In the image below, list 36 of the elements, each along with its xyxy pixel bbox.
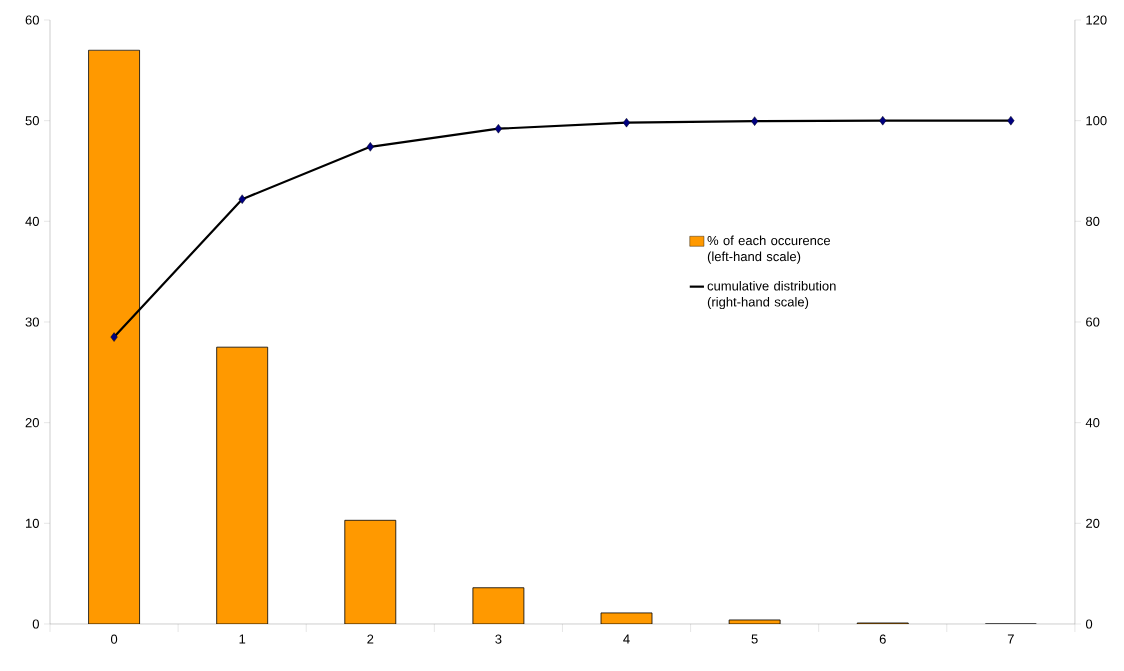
y2-tick-label: 20	[1086, 518, 1100, 528]
point	[1007, 115, 1015, 126]
point	[494, 124, 502, 134]
y-tick-label: 20	[25, 418, 39, 428]
y-tick-label: 50	[25, 116, 39, 126]
bar	[88, 49, 140, 624]
point	[366, 142, 374, 152]
y2-tick-label: 0	[1085, 619, 1093, 629]
y2-tick-label: 80	[1086, 216, 1100, 226]
x-tick-label: 2	[367, 634, 374, 644]
x-tick-label: 1	[239, 634, 246, 644]
x-tick-label: 7	[1007, 634, 1014, 644]
x-tick-label: 0	[110, 634, 118, 644]
y2-tick-label: 40	[1085, 418, 1100, 428]
bar	[344, 519, 397, 624]
y-tick-label: 0	[32, 619, 39, 629]
legend-label: % of each occurence (left-hand scale)	[707, 235, 831, 264]
y2-tick-label: 100	[1086, 116, 1107, 126]
point	[110, 332, 118, 342]
x-tick-label: 3	[495, 634, 502, 644]
point	[238, 194, 246, 204]
y-tick-label: 30	[25, 317, 39, 327]
y2-tick-label: 60	[1086, 317, 1100, 327]
x-tick-label: 6	[879, 634, 886, 644]
bar	[472, 587, 525, 624]
y-tick-label: 40	[25, 216, 39, 226]
y2-tick-label: 120	[1086, 15, 1107, 25]
y-tick-label: 60	[25, 15, 39, 25]
point	[879, 115, 887, 126]
point	[751, 116, 759, 126]
y-tick-label: 10	[26, 518, 39, 528]
legend-label: cumulative distribution (right-hand scale)	[707, 280, 836, 310]
bar	[216, 346, 269, 624]
x-tick-label: 5	[751, 634, 758, 644]
point	[622, 117, 631, 128]
x-tick-label: 4	[623, 634, 630, 644]
